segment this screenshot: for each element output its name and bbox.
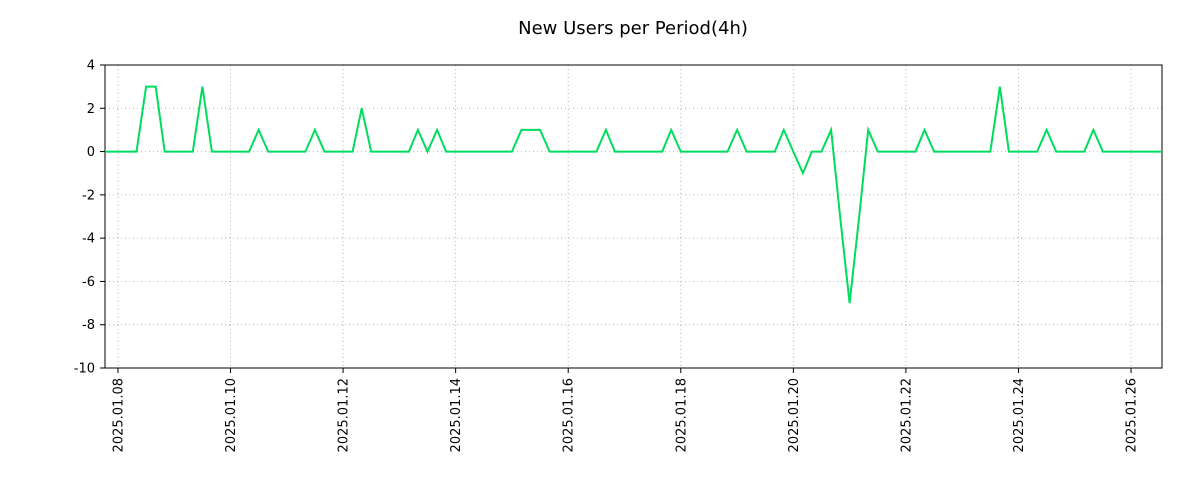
- axis-layer: [100, 64, 1163, 373]
- series-layer: [105, 85, 1162, 304]
- x-tick-label: 2025.01.20: [787, 378, 802, 452]
- y-tick-label: -6: [82, 275, 95, 290]
- chart-title: New Users per Period(4h): [518, 18, 748, 39]
- y-tick-label: -2: [82, 188, 95, 203]
- y-tick-label: -8: [82, 318, 95, 333]
- y-tick-label: 4: [87, 59, 95, 74]
- x-tick-label: 2025.01.22: [899, 378, 914, 452]
- x-tick-label: 2025.01.10: [224, 378, 239, 452]
- x-tick-label: 2025.01.08: [111, 378, 126, 452]
- y-tick-label: -10: [74, 362, 95, 377]
- y-tick-label: 0: [87, 145, 95, 160]
- x-tick-label: 2025.01.26: [1125, 378, 1140, 452]
- y-tick-label: 2: [87, 102, 95, 117]
- x-tick-label: 2025.01.12: [337, 378, 352, 452]
- tick-label-layer: 4 2 0 -2 -4 -6 -8 -10 2025.01.08 2025.01.10 2025.0…: [74, 59, 1140, 453]
- x-tick-label: 2025.01.16: [562, 378, 577, 452]
- y-tick-label: -4: [82, 232, 95, 247]
- x-tick-label: 2025.01.18: [674, 378, 689, 452]
- series-line-new-users: [105, 85, 1162, 304]
- plot-border: [104, 64, 1163, 369]
- x-tick-label: 2025.01.24: [1012, 378, 1027, 452]
- x-tick-label: 2025.01.14: [449, 378, 464, 452]
